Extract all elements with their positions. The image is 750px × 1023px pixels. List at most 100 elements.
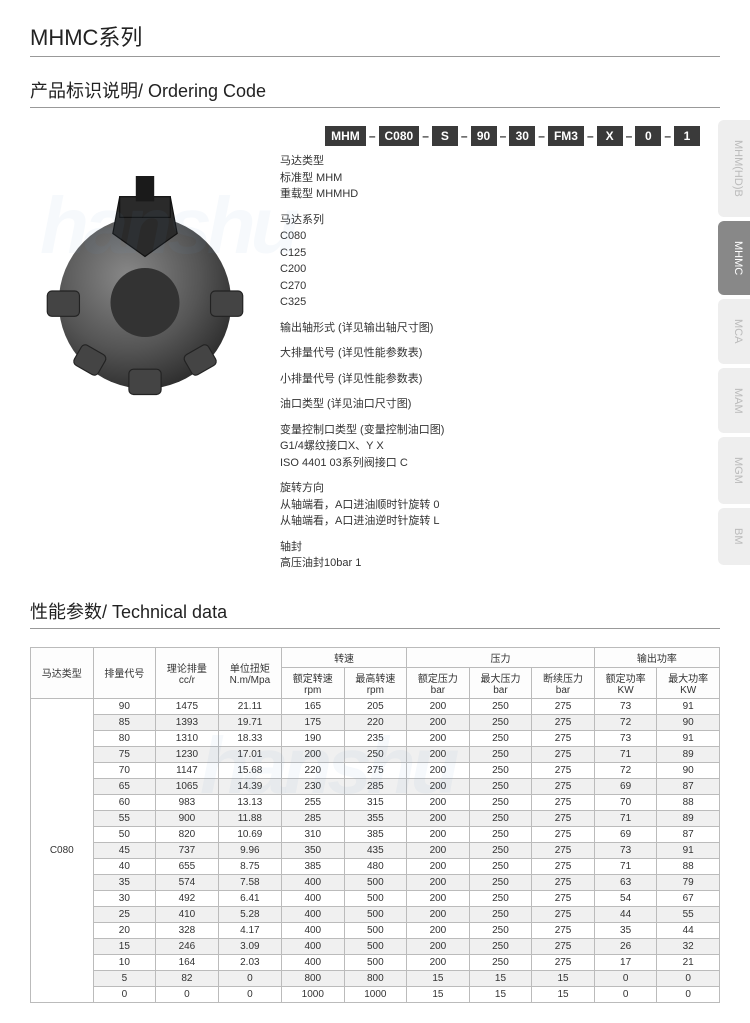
data-cell: 250 xyxy=(469,890,532,906)
side-tab-mhm(hd)b[interactable]: MHM(HD)B xyxy=(718,120,750,217)
data-cell: 1393 xyxy=(156,714,219,730)
ordering-group-line: 重载型 MHMHD xyxy=(280,186,720,203)
data-cell: 6.41 xyxy=(218,890,281,906)
table-row: 152463.094005002002502752632 xyxy=(31,938,720,954)
data-cell: 250 xyxy=(469,730,532,746)
data-cell: 35 xyxy=(594,922,657,938)
data-cell: 235 xyxy=(344,730,407,746)
data-cell: 30 xyxy=(93,890,156,906)
data-cell: 574 xyxy=(156,874,219,890)
data-cell: 79 xyxy=(657,874,720,890)
th-max-speed: 最高转速rpm xyxy=(344,667,407,698)
data-cell: 60 xyxy=(93,794,156,810)
table-row: 85139319.711752202002502757290 xyxy=(31,714,720,730)
data-cell: 89 xyxy=(657,810,720,826)
ordering-group-line: C080 xyxy=(280,228,720,245)
data-cell: 275 xyxy=(344,762,407,778)
data-cell: 200 xyxy=(407,906,470,922)
side-tab-bm[interactable]: BM xyxy=(718,508,750,565)
table-row: C08090147521.111652052002502757391 xyxy=(31,698,720,714)
data-cell: 400 xyxy=(282,890,345,906)
data-cell: 250 xyxy=(469,746,532,762)
table-row: 65106514.392302852002502756987 xyxy=(31,778,720,794)
th-rated-power: 额定功率KW xyxy=(594,667,657,698)
data-cell: 285 xyxy=(282,810,345,826)
code-box: 30 xyxy=(509,126,535,146)
data-cell: 35 xyxy=(93,874,156,890)
table-row: 457379.963504352002502757391 xyxy=(31,842,720,858)
th-cont-press: 断续压力bar xyxy=(532,667,595,698)
ordering-group-line: C270 xyxy=(280,278,720,295)
data-cell: 737 xyxy=(156,842,219,858)
data-cell: 15 xyxy=(532,986,595,1002)
data-cell: 275 xyxy=(532,858,595,874)
th-max-power: 最大功率KW xyxy=(657,667,720,698)
data-cell: 820 xyxy=(156,826,219,842)
data-cell: 200 xyxy=(407,938,470,954)
code-box: 1 xyxy=(674,126,700,146)
data-cell: 3.09 xyxy=(218,938,281,954)
data-cell: 175 xyxy=(282,714,345,730)
data-cell: 310 xyxy=(282,826,345,842)
data-cell: 91 xyxy=(657,698,720,714)
data-cell: 90 xyxy=(657,714,720,730)
data-cell: 275 xyxy=(532,890,595,906)
data-cell: 410 xyxy=(156,906,219,922)
side-tab-mhmc[interactable]: MHMC xyxy=(718,221,750,295)
data-cell: 55 xyxy=(657,906,720,922)
data-cell: 0 xyxy=(156,986,219,1002)
data-cell: 1475 xyxy=(156,698,219,714)
side-tab-mam[interactable]: MAM xyxy=(718,368,750,434)
data-cell: 73 xyxy=(594,730,657,746)
side-tab-mca[interactable]: MCA xyxy=(718,299,750,363)
data-cell: 70 xyxy=(93,762,156,778)
data-cell: 32 xyxy=(657,938,720,954)
ordering-group-title: 旋转方向 xyxy=(280,480,720,497)
ordering-group: 轴封高压油封10bar 1 xyxy=(280,538,720,572)
table-row: 5082010.693103852002502756987 xyxy=(31,826,720,842)
data-cell: 275 xyxy=(532,746,595,762)
ordering-group: 马达类型标准型 MHM重载型 MHMHD xyxy=(280,152,720,203)
data-cell: 7.58 xyxy=(218,874,281,890)
data-cell: 492 xyxy=(156,890,219,906)
data-cell: 246 xyxy=(156,938,219,954)
ordering-group-title: 轴封 xyxy=(280,539,720,556)
ordering-group-line: ISO 4401 03系列阀接口 C xyxy=(280,455,720,472)
side-tab-mgm[interactable]: MGM xyxy=(718,437,750,504)
data-cell: 200 xyxy=(407,778,470,794)
data-cell: 983 xyxy=(156,794,219,810)
data-cell: 89 xyxy=(657,746,720,762)
data-cell: 250 xyxy=(469,858,532,874)
data-cell: 0 xyxy=(93,986,156,1002)
side-tabs: MHM(HD)B MHMC MCA MAMMGM BM xyxy=(718,120,750,565)
data-cell: 65 xyxy=(93,778,156,794)
data-cell: 250 xyxy=(469,778,532,794)
data-cell: 275 xyxy=(532,730,595,746)
data-cell: 200 xyxy=(407,890,470,906)
data-cell: 10 xyxy=(93,954,156,970)
data-cell: 200 xyxy=(407,714,470,730)
ordering-group-line: 标准型 MHM xyxy=(280,170,720,187)
data-cell: 55 xyxy=(93,810,156,826)
ordering-group-title: 变量控制口类型 (变量控制油口图) xyxy=(280,422,720,439)
data-cell: 0 xyxy=(657,986,720,1002)
th-max-press: 最大压力bar xyxy=(469,667,532,698)
ordering-code-row: MHM–C080–S–90–30–FM3–X–0–1 xyxy=(30,126,700,146)
th-disp-code: 排量代号 xyxy=(93,647,156,698)
data-cell: 655 xyxy=(156,858,219,874)
ordering-group: 小排量代号 (详见性能参数表) xyxy=(280,370,720,388)
data-cell: 355 xyxy=(344,810,407,826)
data-cell: 250 xyxy=(469,842,532,858)
data-cell: 90 xyxy=(657,762,720,778)
data-cell: 9.96 xyxy=(218,842,281,858)
data-cell: 275 xyxy=(532,954,595,970)
data-cell: 285 xyxy=(344,778,407,794)
data-cell: 400 xyxy=(282,938,345,954)
data-cell: 200 xyxy=(407,874,470,890)
code-box: X xyxy=(597,126,623,146)
code-box: 0 xyxy=(635,126,661,146)
data-cell: 91 xyxy=(657,730,720,746)
data-cell: 82 xyxy=(156,970,219,986)
data-cell: 250 xyxy=(469,698,532,714)
ordering-group: 变量控制口类型 (变量控制油口图)G1/4螺纹接口X、Y XISO 4401 0… xyxy=(280,421,720,472)
